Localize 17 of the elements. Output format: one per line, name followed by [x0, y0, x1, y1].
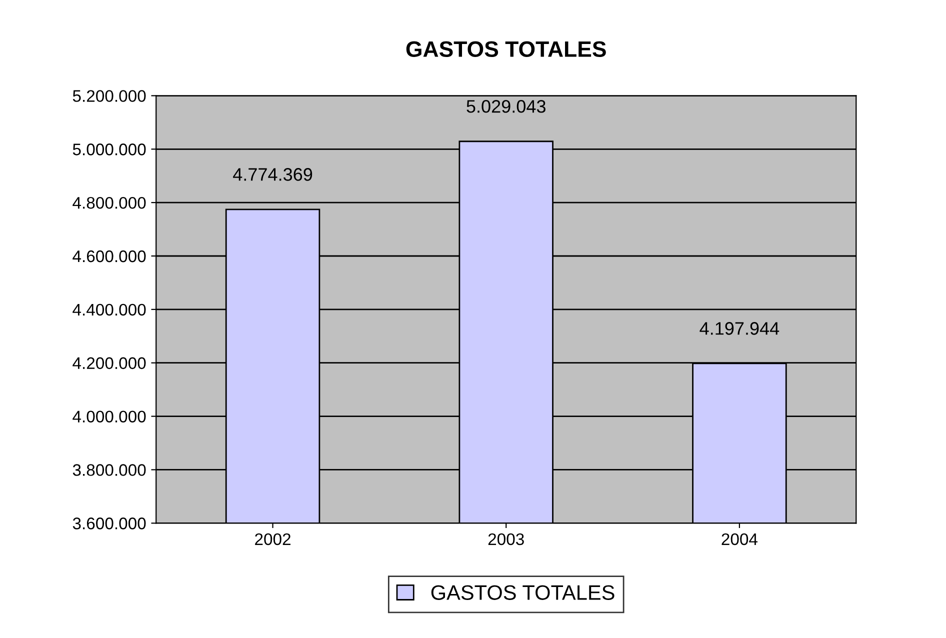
y-tick-label: 4.600.000 [72, 250, 146, 262]
chart-title: GASTOS TOTALES [406, 41, 606, 58]
legend-label: GASTOS TOTALES [431, 585, 614, 600]
y-tick-label: 3.800.000 [72, 464, 146, 476]
data-label: 4.197.944 [700, 322, 780, 335]
data-label: 5.029.043 [466, 100, 546, 113]
y-tick-label: 4.200.000 [72, 357, 146, 370]
y-tick-label: 3.600.000 [72, 518, 146, 530]
y-tick-label: 5.000.000 [72, 144, 146, 156]
y-tick-label: 5.200.000 [72, 90, 146, 102]
y-tick-label: 4.800.000 [72, 196, 146, 209]
data-label: 4.774.369 [233, 168, 312, 181]
y-tick-label: 4.000.000 [72, 410, 146, 422]
x-tick-label: 2002 [255, 533, 290, 546]
y-tick-label: 4.400.000 [72, 304, 146, 316]
x-tick-label: 2003 [488, 533, 524, 546]
x-tick-label: 2004 [722, 533, 758, 546]
